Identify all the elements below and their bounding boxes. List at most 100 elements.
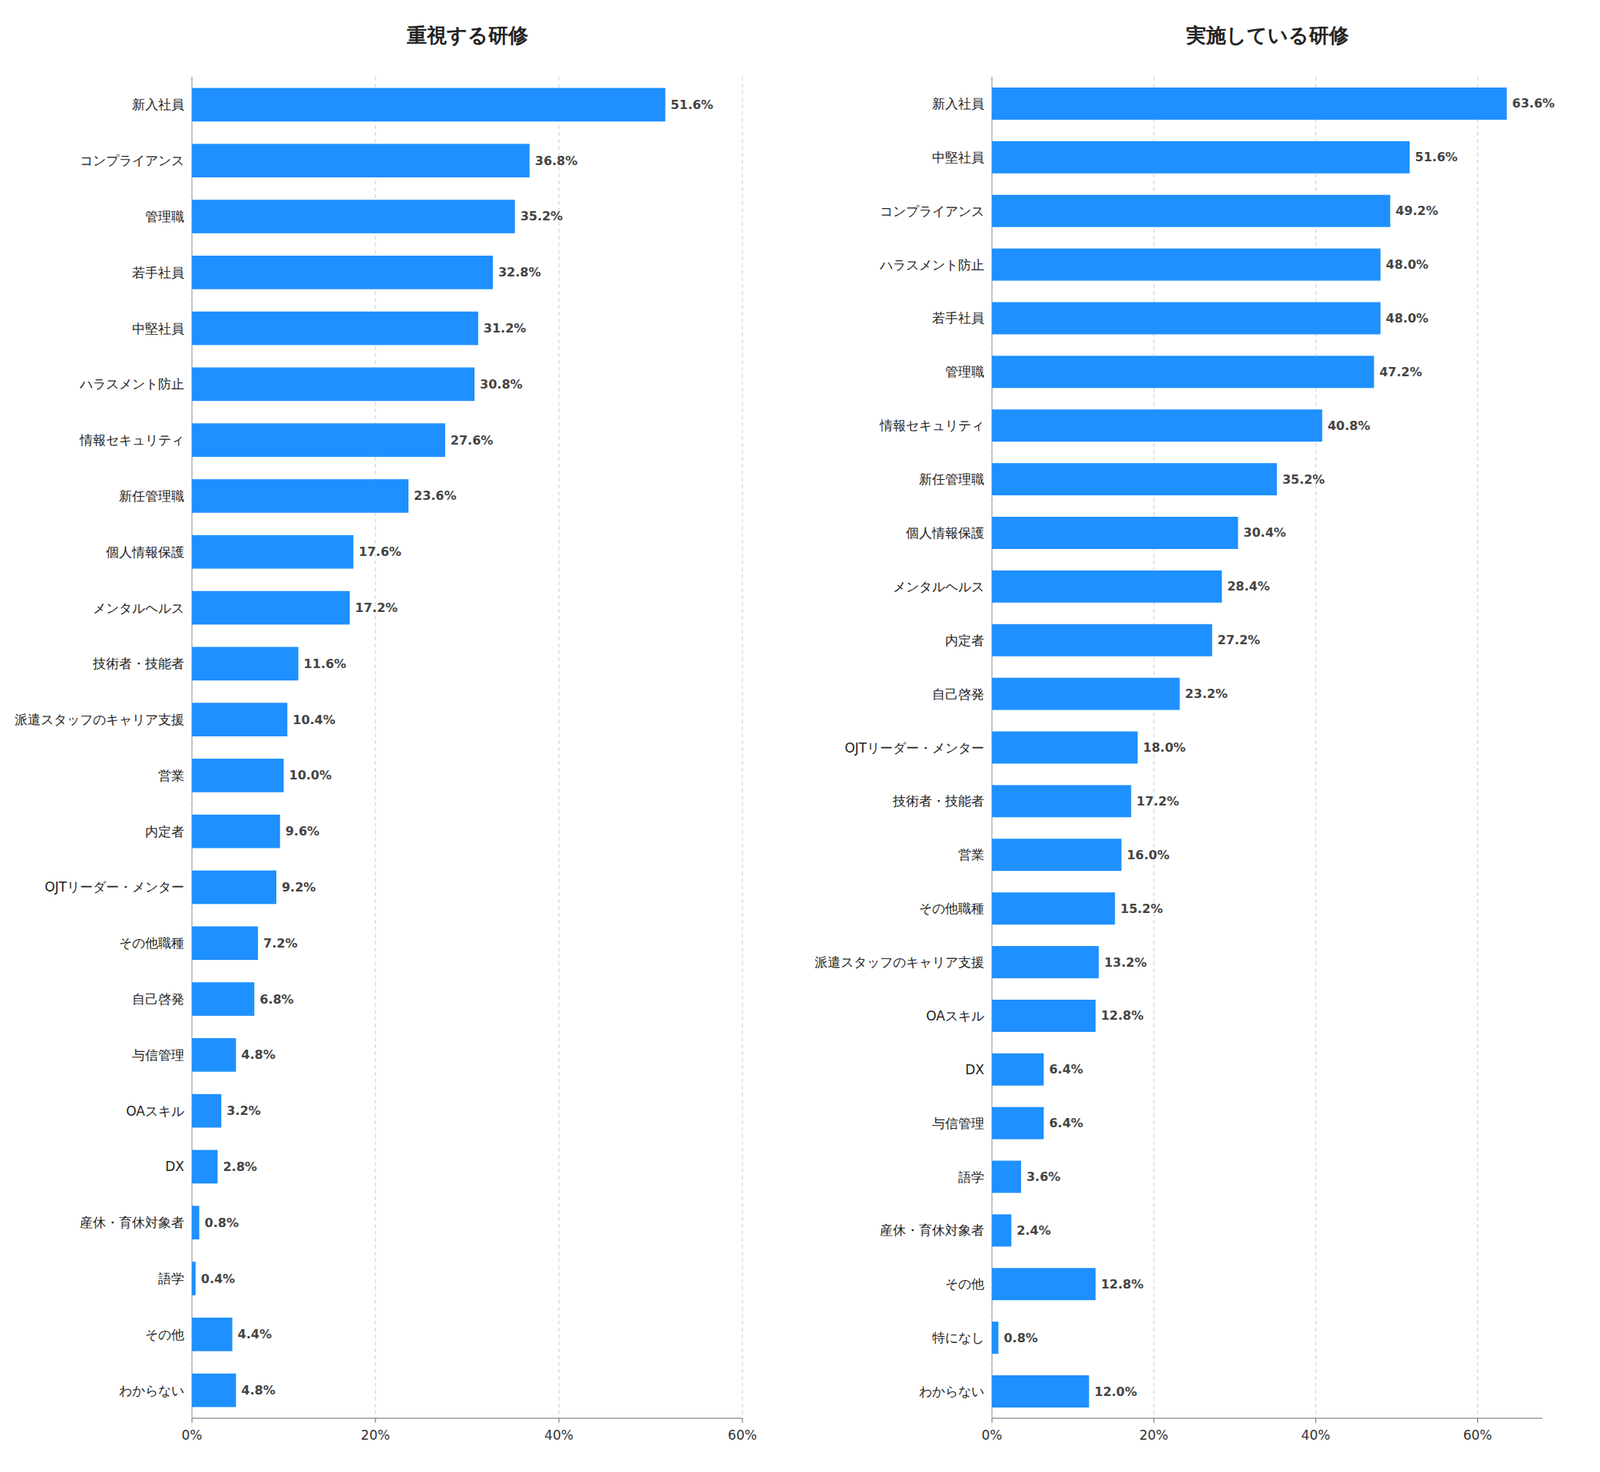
category-label: 新入社員	[132, 96, 185, 113]
category-label: 語学	[158, 1270, 185, 1286]
data-label: 51.6%	[1414, 149, 1458, 165]
data-label: 2.4%	[1016, 1223, 1051, 1238]
bar	[991, 1267, 1096, 1300]
bar	[991, 731, 1138, 764]
category-label: 自己啓発	[132, 991, 185, 1007]
bars	[191, 88, 666, 1408]
data-label: 3.6%	[1026, 1169, 1061, 1184]
category-label: その他	[945, 1276, 985, 1292]
x-tick	[191, 1418, 193, 1423]
bar	[191, 758, 285, 793]
bar	[191, 981, 255, 1016]
data-label: 12.8%	[1100, 1276, 1144, 1292]
category-label: DX	[965, 1061, 985, 1078]
category-label: 管理職	[945, 363, 985, 380]
bar	[991, 784, 1131, 817]
bar	[191, 88, 666, 123]
category-label: 個人情報保護	[905, 525, 985, 541]
data-label: 9.2%	[281, 879, 316, 895]
x-tick-label: 60%	[727, 1427, 758, 1443]
category-label: 内定者	[145, 823, 185, 840]
panel: 実施している研修0%20%40%60%63.6%新入社員51.6%中堅社員49.…	[814, 23, 1555, 1443]
category-label: コンプライアンス	[79, 152, 185, 169]
bar	[191, 423, 446, 457]
category-label: ハラスメント防止	[879, 257, 985, 273]
data-label: 7.2%	[263, 935, 298, 951]
x-tick-label: 20%	[1139, 1427, 1169, 1443]
bar	[991, 248, 1381, 281]
data-label: 48.0%	[1385, 257, 1429, 272]
data-label: 4.8%	[241, 1047, 275, 1062]
x-tick	[1477, 1418, 1478, 1423]
bar	[991, 999, 1096, 1032]
data-label: 27.2%	[1217, 632, 1261, 648]
data-label: 9.6%	[285, 823, 320, 839]
data-label: 17.2%	[1136, 793, 1180, 809]
category-label: 特になし	[932, 1329, 985, 1346]
category-label: 管理職	[145, 208, 185, 225]
bar	[191, 1205, 200, 1240]
category-label: 若手社員	[932, 310, 985, 326]
category-label: ハラスメント防止	[79, 376, 185, 392]
x-tick-label: 60%	[1463, 1427, 1493, 1443]
category-label: メンタルヘルス	[92, 600, 185, 616]
bar	[991, 945, 1099, 979]
chart-title: 重視する研修	[406, 23, 529, 47]
bar	[991, 409, 1323, 442]
bar	[191, 143, 530, 178]
bar	[191, 199, 516, 234]
data-label: 4.4%	[238, 1326, 272, 1342]
category-label: 新任管理職	[119, 488, 185, 504]
x-tick	[742, 1418, 744, 1423]
data-label: 17.2%	[355, 600, 399, 615]
data-label: 23.6%	[413, 488, 457, 503]
category-label: OJTリーダー・メンター	[844, 740, 985, 756]
x-tick	[558, 1418, 560, 1423]
x-tick-label: 0%	[981, 1427, 1003, 1443]
bar	[991, 892, 1115, 925]
bar	[991, 1213, 1012, 1247]
category-label: その他	[145, 1326, 185, 1343]
data-label: 31.2%	[483, 320, 527, 336]
x-tick-label: 40%	[1301, 1427, 1331, 1443]
category-label: 情報セキュリティ	[79, 432, 185, 448]
data-label: 13.2%	[1104, 955, 1148, 970]
x-tick	[1153, 1418, 1154, 1423]
data-label: 27.6%	[450, 433, 494, 448]
category-label: 内定者	[945, 632, 985, 648]
data-label: 12.8%	[1100, 1008, 1144, 1023]
category-label: OAスキル	[925, 1008, 985, 1024]
category-label: その他職種	[119, 935, 185, 951]
data-label: 32.8%	[498, 264, 542, 280]
category-label: 与信管理	[932, 1115, 985, 1131]
bar	[991, 355, 1375, 388]
x-axis-line	[991, 1418, 1543, 1419]
data-label: 0.8%	[204, 1215, 239, 1230]
category-label: 産休・育休対象者	[79, 1214, 185, 1230]
x-tick	[991, 1418, 993, 1423]
data-label: 6.4%	[1048, 1115, 1083, 1131]
bar	[991, 1321, 999, 1354]
chart-title: 実施している研修	[1185, 23, 1349, 47]
data-label: 36.8%	[535, 153, 579, 169]
bar	[191, 870, 277, 905]
category-label: 与信管理	[132, 1047, 185, 1063]
category-label: 中堅社員	[932, 149, 985, 166]
bar	[191, 479, 409, 513]
data-label: 3.2%	[226, 1103, 261, 1118]
category-label: 派遣スタッフのキャリア支援	[814, 954, 985, 970]
bar	[991, 301, 1381, 334]
bar	[991, 462, 1277, 496]
bar	[991, 1160, 1022, 1194]
bar	[191, 591, 351, 625]
bar	[191, 1317, 233, 1352]
bars	[991, 87, 1508, 1408]
bar	[991, 677, 1181, 711]
bar	[191, 1094, 222, 1128]
data-label: 63.6%	[1512, 95, 1556, 111]
data-label: 15.2%	[1120, 901, 1164, 916]
bar	[191, 311, 479, 346]
data-label: 49.2%	[1395, 203, 1439, 219]
category-label: メンタルヘルス	[892, 578, 985, 595]
data-label: 40.8%	[1327, 418, 1371, 434]
